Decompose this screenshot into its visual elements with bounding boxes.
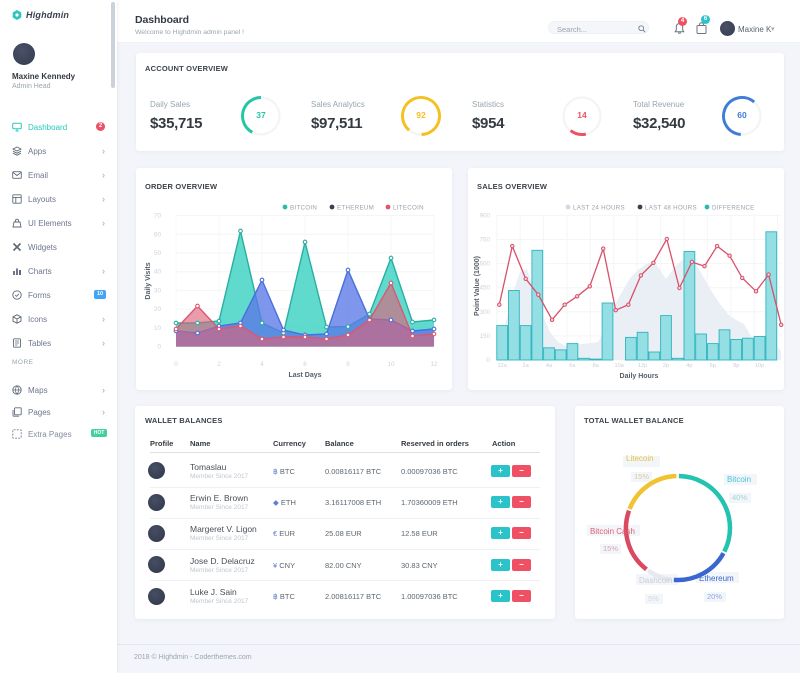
svg-text:10: 10 bbox=[154, 325, 162, 332]
svg-text:8: 8 bbox=[346, 361, 350, 368]
svg-text:150: 150 bbox=[479, 333, 490, 340]
svg-text:10: 10 bbox=[387, 361, 395, 368]
svg-text:8p: 8p bbox=[733, 363, 739, 369]
svg-text:12: 12 bbox=[430, 361, 438, 368]
svg-text:60: 60 bbox=[154, 231, 162, 238]
svg-text:LAST 48 HOURS: LAST 48 HOURS bbox=[645, 204, 697, 211]
svg-text:BITCOIN: BITCOIN bbox=[290, 204, 317, 211]
svg-text:300: 300 bbox=[479, 309, 490, 316]
svg-text:4p: 4p bbox=[686, 363, 692, 369]
svg-text:Dashcoin: Dashcoin bbox=[639, 576, 672, 585]
svg-text:10a: 10a bbox=[615, 363, 625, 369]
svg-text:2a: 2a bbox=[522, 363, 529, 369]
svg-text:Daily Visits: Daily Visits bbox=[145, 262, 152, 299]
svg-text:4a: 4a bbox=[546, 363, 553, 369]
svg-text:0: 0 bbox=[486, 357, 490, 364]
svg-text:750: 750 bbox=[479, 237, 490, 244]
svg-text:15%: 15% bbox=[634, 472, 649, 481]
svg-text:12a: 12a bbox=[498, 363, 508, 369]
svg-text:900: 900 bbox=[479, 212, 490, 219]
svg-text:40: 40 bbox=[154, 269, 162, 276]
svg-text:40%: 40% bbox=[732, 493, 747, 502]
svg-text:Bitcoin: Bitcoin bbox=[727, 475, 751, 484]
svg-text:8a: 8a bbox=[593, 363, 600, 369]
svg-text:6a: 6a bbox=[569, 363, 576, 369]
svg-text:DIFFERENCE: DIFFERENCE bbox=[712, 204, 755, 211]
svg-text:450: 450 bbox=[479, 285, 490, 292]
svg-text:10p: 10p bbox=[755, 363, 764, 369]
svg-text:12p: 12p bbox=[638, 363, 647, 369]
svg-text:Ethereum: Ethereum bbox=[699, 574, 734, 583]
svg-text:50: 50 bbox=[154, 250, 162, 257]
svg-text:LAST 24 HOURS: LAST 24 HOURS bbox=[573, 204, 625, 211]
svg-text:2: 2 bbox=[217, 361, 221, 368]
svg-text:70: 70 bbox=[154, 213, 162, 220]
svg-text:Daily Hours: Daily Hours bbox=[620, 373, 659, 380]
svg-text:15%: 15% bbox=[603, 544, 618, 553]
svg-text:0: 0 bbox=[157, 344, 161, 351]
svg-text:ETHEREUM: ETHEREUM bbox=[337, 204, 374, 211]
svg-text:20: 20 bbox=[154, 306, 162, 313]
svg-text:2p: 2p bbox=[663, 363, 669, 369]
svg-text:Point Value (1000): Point Value (1000) bbox=[474, 256, 481, 316]
svg-text:6: 6 bbox=[303, 361, 307, 368]
svg-text:5%: 5% bbox=[648, 594, 659, 603]
svg-text:6p: 6p bbox=[710, 363, 716, 369]
svg-text:0: 0 bbox=[174, 361, 178, 368]
svg-text:20%: 20% bbox=[707, 592, 722, 601]
svg-text:Bitcoin Cash: Bitcoin Cash bbox=[590, 527, 635, 536]
svg-text:Last Days: Last Days bbox=[288, 372, 321, 379]
svg-text:Litecoin: Litecoin bbox=[626, 454, 654, 463]
svg-text:LITECOIN: LITECOIN bbox=[393, 204, 424, 211]
svg-text:600: 600 bbox=[479, 261, 490, 268]
svg-text:4: 4 bbox=[260, 361, 264, 368]
svg-text:30: 30 bbox=[154, 287, 162, 294]
